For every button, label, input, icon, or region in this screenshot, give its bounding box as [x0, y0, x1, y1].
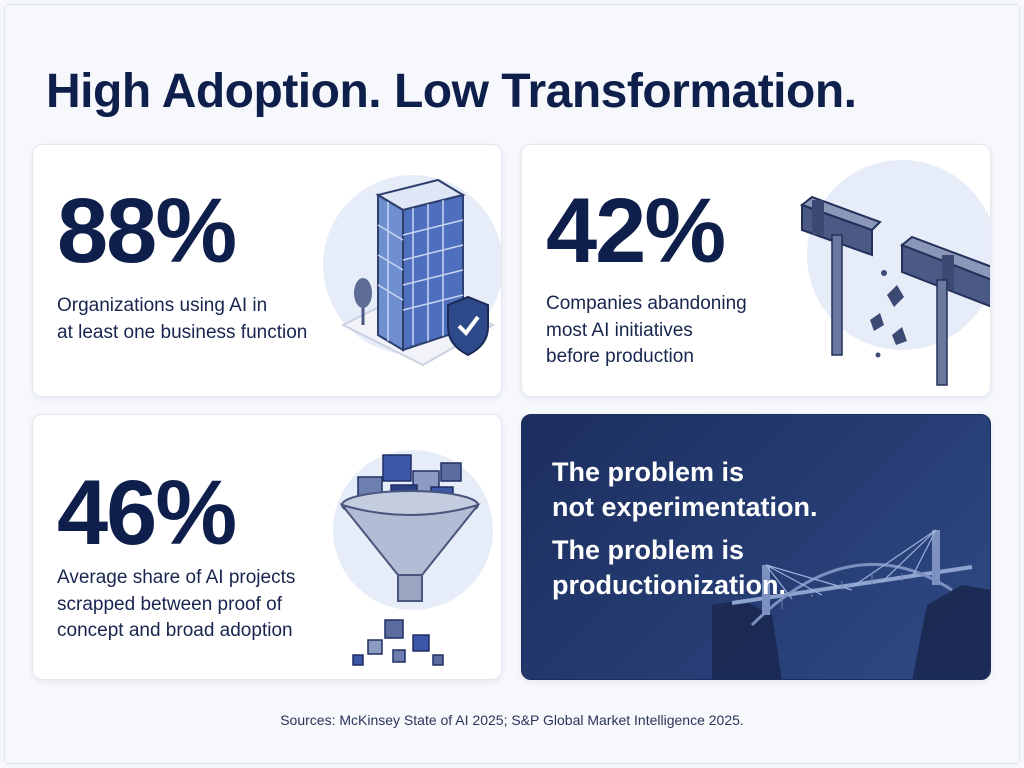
- callout-card: The problem is not experimentation. The …: [521, 414, 991, 680]
- callout-line: The problem is: [552, 457, 745, 487]
- stat-value: 46%: [57, 462, 237, 564]
- stat-card-adoption: 88% Organizations using AI in at least o…: [32, 144, 502, 397]
- callout-line: not experimentation.: [552, 492, 818, 523]
- stat-card-abandoning: 42% Companies abandoning most AI initiat…: [521, 144, 991, 397]
- stat-value: 42%: [546, 180, 726, 282]
- office-building-shield-icon: [323, 175, 501, 367]
- broken-pipeline-icon: [799, 160, 990, 386]
- page-title: High Adoption. Low Transformation.: [46, 65, 857, 118]
- callout-text: The problem is not experimentation. The …: [552, 455, 852, 603]
- stat-description: Organizations using AI in at least one b…: [57, 295, 308, 343]
- callout-line: The problem is: [552, 535, 745, 566]
- stat-description: Companies abandoning most AI initiatives…: [546, 293, 747, 368]
- stat-description: Average share of AI projects scrapped be…: [57, 567, 296, 642]
- stat-card-scrapped: 46% Average share of AI projects scrappe…: [32, 414, 502, 680]
- funnel-cubes-icon: [333, 450, 493, 666]
- callout-line: productionization.: [552, 570, 786, 601]
- bridge-icon: [712, 529, 990, 679]
- stat-value: 88%: [57, 180, 237, 282]
- sources-footnote: Sources: McKinsey State of AI 2025; S&P …: [280, 712, 744, 728]
